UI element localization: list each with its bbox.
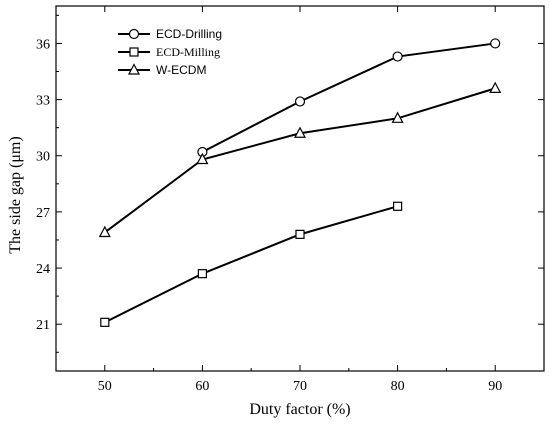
series-w-ecdm bbox=[98, 81, 502, 238]
data-point bbox=[392, 51, 403, 62]
series-ecd-drilling bbox=[197, 38, 501, 158]
y-tick-label: 30 bbox=[36, 150, 50, 165]
data-point bbox=[294, 126, 306, 138]
x-tick-label: 60 bbox=[195, 379, 209, 394]
y-axis: 21 24 27 30 33 36 bbox=[36, 14, 544, 353]
series-line bbox=[201, 42, 496, 153]
data-point bbox=[100, 317, 110, 327]
x-axis: 50 60 70 80 90 bbox=[55, 6, 545, 394]
plot-frame bbox=[55, 5, 545, 372]
data-point bbox=[489, 81, 502, 93]
x-tick-label: 50 bbox=[98, 379, 112, 394]
y-tick-label: 36 bbox=[36, 37, 50, 52]
legend-label: ECD-Milling bbox=[156, 45, 220, 59]
x-axis-title: Duty factor (%) bbox=[249, 401, 350, 418]
legend: ECD-Drilling ECD-Milling W-ECDM bbox=[118, 27, 222, 77]
series-ecd-milling bbox=[100, 201, 403, 327]
series-line bbox=[104, 87, 496, 234]
x-tick-label: 80 bbox=[391, 379, 405, 394]
x-tick-label: 90 bbox=[488, 379, 502, 394]
y-tick-label: 24 bbox=[36, 262, 50, 277]
data-point bbox=[294, 96, 306, 107]
series-layer bbox=[98, 38, 502, 327]
y-tick-label: 27 bbox=[36, 206, 50, 221]
x-tick-label: 70 bbox=[293, 379, 307, 394]
data-point bbox=[295, 229, 305, 239]
data-point bbox=[391, 111, 404, 123]
data-point bbox=[98, 225, 111, 238]
y-axis-title: The side gap (μm) bbox=[7, 136, 24, 253]
legend-marker bbox=[128, 28, 140, 40]
data-point bbox=[393, 201, 403, 211]
y-tick-label: 33 bbox=[36, 94, 50, 109]
y-tick-label: 21 bbox=[36, 318, 50, 333]
legend-label: ECD-Drilling bbox=[156, 27, 222, 41]
legend-marker bbox=[129, 47, 139, 57]
data-point bbox=[490, 38, 501, 49]
legend-label: W-ECDM bbox=[156, 63, 206, 77]
data-point bbox=[197, 269, 207, 279]
data-point bbox=[196, 152, 209, 165]
series-line bbox=[104, 205, 398, 324]
legend-marker bbox=[128, 63, 140, 75]
